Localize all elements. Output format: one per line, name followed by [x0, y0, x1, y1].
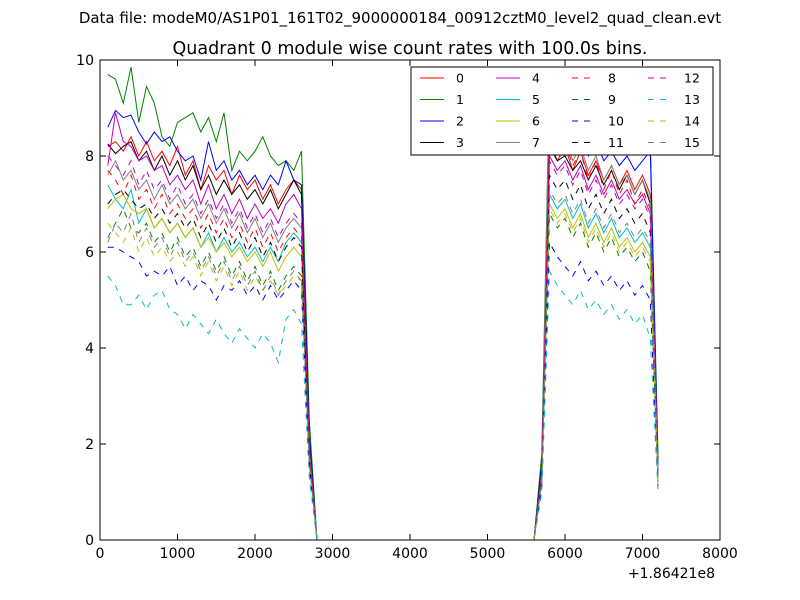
- legend-label-11: 11: [608, 135, 624, 150]
- legend-label-1: 1: [456, 92, 464, 107]
- y-tick-label: 8: [85, 149, 94, 165]
- legend-label-6: 6: [532, 114, 540, 129]
- series-line-9: [107, 207, 659, 541]
- legend-label-0: 0: [456, 71, 464, 86]
- legend-label-15: 15: [684, 135, 700, 150]
- series-line-8: [107, 131, 659, 541]
- legend-label-3: 3: [456, 135, 464, 150]
- legend-box: [410, 66, 714, 156]
- series-line-5: [107, 184, 659, 541]
- legend-label-4: 4: [532, 71, 540, 86]
- x-tick-label: 0: [96, 546, 105, 562]
- x-tick-label: 5000: [470, 546, 506, 562]
- y-tick-label: 0: [85, 533, 94, 549]
- y-tick-label: 2: [85, 437, 94, 453]
- series-line-3: [107, 140, 659, 541]
- series-line-13: [107, 269, 659, 541]
- x-tick-label: 1000: [160, 546, 196, 562]
- series-line-10: [107, 240, 659, 541]
- chart-title: Quadrant 0 module wise count rates with …: [173, 39, 648, 59]
- legend-label-2: 2: [456, 114, 464, 129]
- y-tick-label: 4: [85, 341, 94, 357]
- legend-label-14: 14: [684, 114, 700, 129]
- series-line-15: [107, 187, 659, 541]
- x-tick-label: 2000: [237, 546, 273, 562]
- x-offset-label: +1.86421e8: [628, 566, 715, 582]
- legend-label-10: 10: [608, 114, 624, 129]
- x-tick-label: 7000: [625, 546, 661, 562]
- series-line-11: [107, 173, 659, 541]
- x-tick-label: 3000: [315, 546, 351, 562]
- legend-label-7: 7: [532, 135, 540, 150]
- legend-label-8: 8: [608, 71, 616, 86]
- x-tick-label: 4000: [392, 546, 428, 562]
- legend-label-13: 13: [684, 92, 700, 107]
- legend-label-5: 5: [532, 92, 540, 107]
- series-line-4: [107, 112, 659, 541]
- figure-suptitle: Data file: modeM0/AS1P01_161T02_90000001…: [79, 9, 721, 28]
- legend-label-9: 9: [608, 92, 616, 107]
- series-line-6: [107, 193, 659, 541]
- legend-label-12: 12: [684, 71, 700, 86]
- series-line-14: [107, 206, 659, 541]
- x-tick-label: 6000: [547, 546, 583, 562]
- y-tick-label: 10: [76, 53, 94, 69]
- x-tick-label: 8000: [702, 546, 738, 562]
- y-tick-label: 6: [85, 245, 94, 261]
